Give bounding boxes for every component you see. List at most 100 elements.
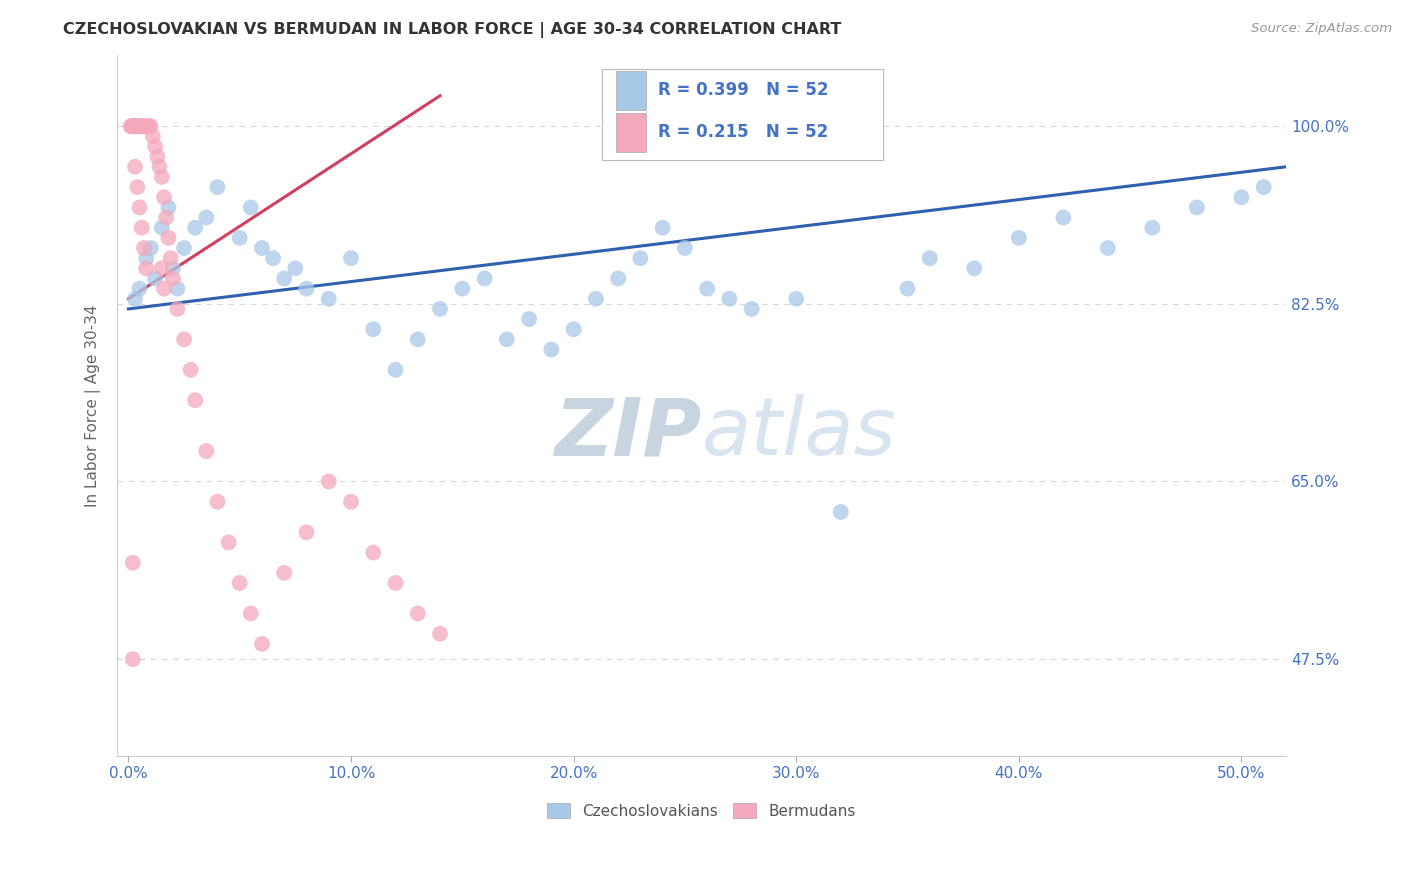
Point [153,190,176,204]
Point [284,261,307,276]
Point [262,251,284,265]
FancyBboxPatch shape [602,70,883,161]
Point [896,282,918,296]
Point [150,261,173,276]
Point [273,566,295,580]
Point [162,271,184,285]
Point [127,119,149,133]
Point [1097,241,1119,255]
Point [540,343,562,357]
Point [696,282,718,296]
Point [361,322,384,336]
Point [121,119,143,133]
Point [150,220,173,235]
Point [585,292,607,306]
Point [318,475,340,489]
Point [121,556,143,570]
Text: R = 0.215   N = 52: R = 0.215 N = 52 [658,123,828,141]
Point [273,271,295,285]
Point [128,282,150,296]
Point [318,292,340,306]
Point [124,160,146,174]
Point [673,241,696,255]
Point [651,220,673,235]
Point [122,119,145,133]
Point [295,282,318,296]
Point [741,301,763,316]
Point [1052,211,1074,225]
Y-axis label: In Labor Force | Age 30-34: In Labor Force | Age 30-34 [86,304,101,507]
Point [138,119,160,133]
Point [607,271,630,285]
Point [918,251,941,265]
Point [429,626,451,640]
Point [131,119,153,133]
Point [1142,220,1164,235]
Point [517,312,540,326]
Text: ZIP: ZIP [554,394,702,473]
Point [195,444,218,458]
Point [295,525,318,540]
Point [157,201,180,215]
Point [128,119,150,133]
Point [139,241,162,255]
Point [157,231,180,245]
Text: Source: ZipAtlas.com: Source: ZipAtlas.com [1251,22,1392,36]
Point [139,119,162,133]
Point [1185,201,1208,215]
Point [228,576,250,591]
Point [250,637,273,651]
Point [142,129,165,144]
Point [155,211,177,225]
Point [340,495,363,509]
Point [628,251,651,265]
Point [159,251,181,265]
Point [132,119,155,133]
Point [384,576,406,591]
Point [121,119,143,133]
Point [340,251,363,265]
Point [184,220,207,235]
Point [207,180,229,194]
Point [429,301,451,316]
Point [180,363,202,377]
Point [143,139,166,153]
Point [120,119,142,133]
Point [127,119,149,133]
Point [143,271,166,285]
Point [1230,190,1253,204]
Point [830,505,852,519]
Point [162,261,184,276]
Point [131,220,153,235]
Point [124,292,146,306]
Point [153,282,176,296]
Point [495,332,517,346]
Point [239,607,262,621]
Point [195,211,218,225]
Point [132,241,155,255]
Point [135,119,157,133]
Point [474,271,496,285]
Text: atlas: atlas [702,394,897,473]
Legend: Czechoslovakians, Bermudans: Czechoslovakians, Bermudans [541,797,862,825]
Point [135,261,157,276]
Point [250,241,273,255]
Point [218,535,240,549]
Point [148,160,170,174]
Point [963,261,986,276]
Text: R = 0.399   N = 52: R = 0.399 N = 52 [658,81,830,99]
Point [125,119,148,133]
Point [135,251,157,265]
Point [128,201,150,215]
Point [1008,231,1031,245]
Point [361,545,384,559]
Point [384,363,406,377]
Point [1253,180,1275,194]
Point [146,150,169,164]
Point [785,292,807,306]
Point [451,282,474,296]
Point [207,495,229,509]
FancyBboxPatch shape [616,113,645,152]
Point [239,201,262,215]
Point [406,332,429,346]
